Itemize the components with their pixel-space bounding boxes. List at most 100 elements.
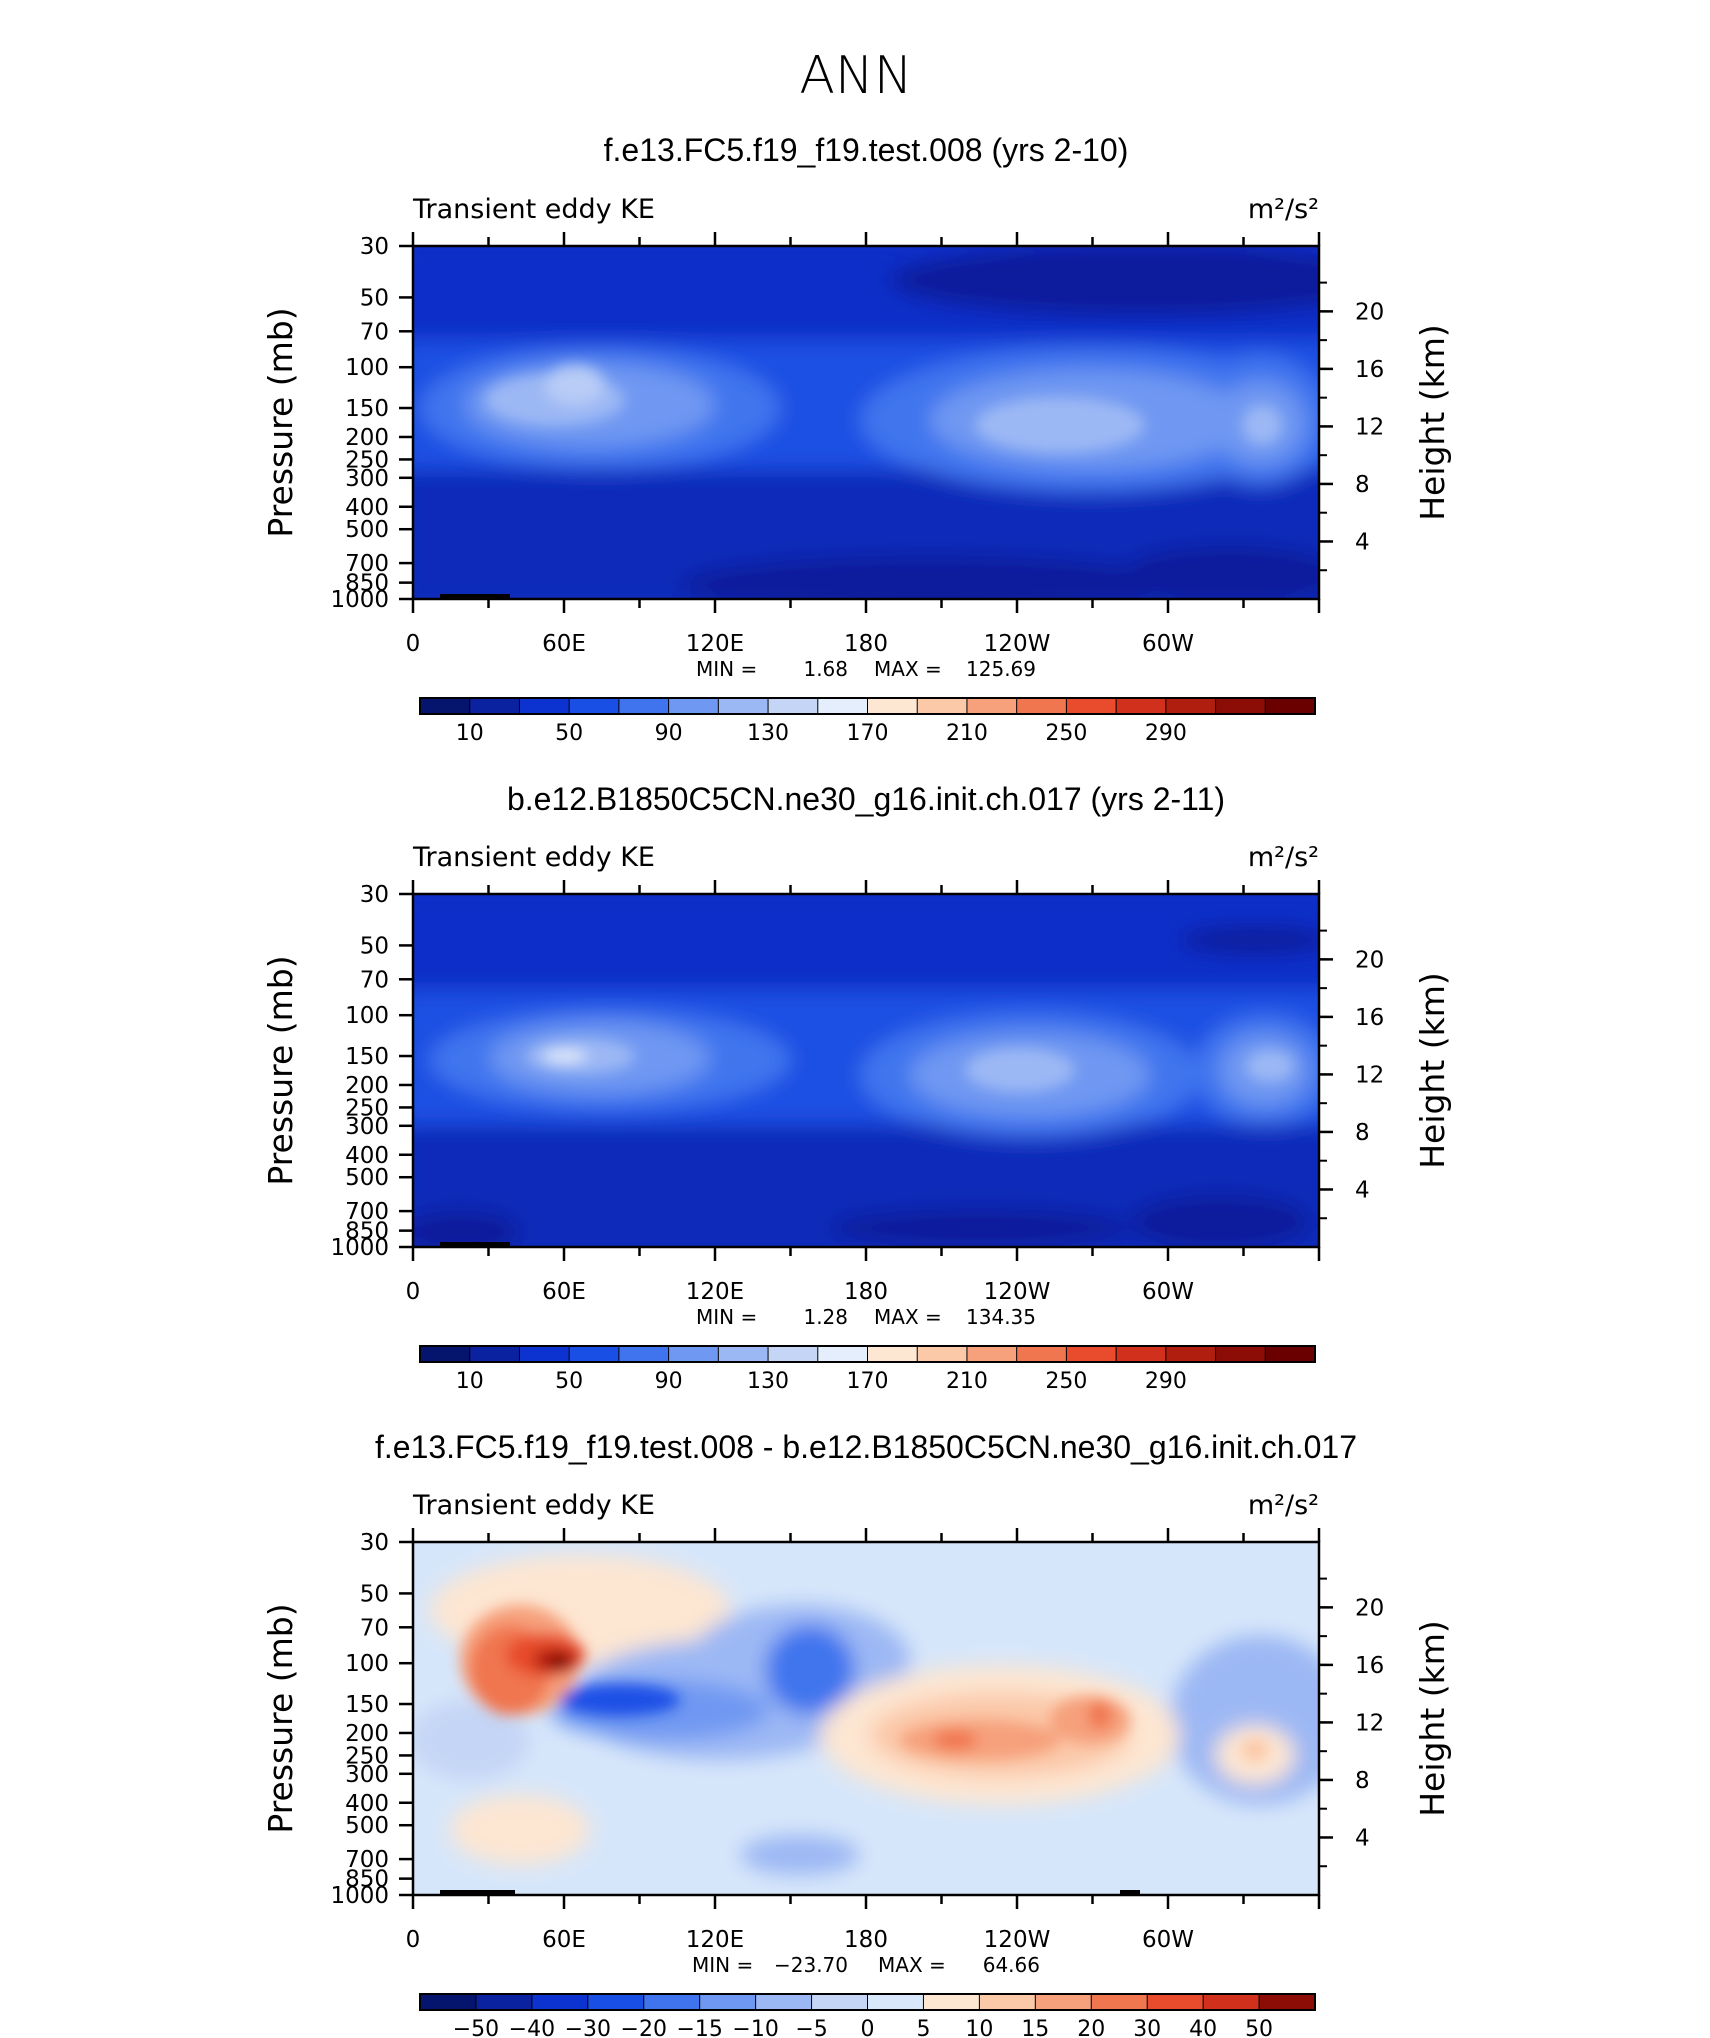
y-tick-label: 300 [345, 1762, 389, 1788]
colorbar-frame [419, 1993, 1316, 2011]
y-tick-label: 70 [360, 1615, 389, 1641]
y-tick-label: 200 [345, 425, 389, 451]
colorbar-label: 50 [1245, 2017, 1273, 2038]
colorbar-box [1065, 1345, 1118, 1363]
y-tick-label: 500 [345, 1813, 389, 1839]
variable-label: Transient eddy KE [412, 1490, 655, 1521]
y-tick-label: 70 [360, 967, 389, 993]
panel-3: f.e13.FC5.f19_f19.test.008 - b.e12.B1850… [375, 1429, 1357, 1977]
colorbar-label: −30 [565, 2017, 611, 2038]
y-tick-label: 850 [345, 1219, 389, 1245]
contour-field [413, 1542, 1319, 1895]
y2-tick-label: 12 [1355, 414, 1384, 440]
colorbar-box [469, 1345, 521, 1363]
y2-tick-label: 8 [1355, 472, 1370, 498]
colorbar-box [1165, 1345, 1217, 1363]
y-tick-label: 1000 [330, 587, 389, 613]
colorbar-label: 210 [946, 721, 988, 746]
colorbar-label: −10 [732, 2017, 778, 2038]
x-tick-label: 120W [984, 1927, 1051, 1953]
y-tick-label: 400 [345, 495, 389, 521]
y-tick-label: 200 [345, 1073, 389, 1099]
x-tick-label: 60E [542, 631, 586, 657]
colorbar-box [1215, 697, 1267, 715]
colorbar-box [1115, 697, 1167, 715]
colorbar-label: −15 [676, 2017, 722, 2038]
colorbar-label: 250 [1045, 721, 1087, 746]
colorbar-box [1065, 697, 1118, 715]
stats-max-value: 64.66 [983, 1953, 1040, 1977]
colorbar-box [811, 1993, 869, 2011]
colorbar-box [717, 1345, 770, 1363]
x-tick-label: 60E [542, 1279, 586, 1305]
y-axis-title: Pressure (mb) [261, 307, 300, 537]
colorbar-label: 90 [655, 1369, 683, 1394]
y2-tick-label: 16 [1355, 357, 1384, 383]
x-tick-label: 60E [542, 1927, 586, 1953]
colorbar-frame [419, 1345, 1316, 1363]
colorbar-box [1215, 1345, 1267, 1363]
colorbar-box [1016, 1345, 1068, 1363]
x-tick-label: 120E [686, 631, 744, 657]
colorbar-label: 290 [1145, 721, 1187, 746]
colorbar-box [867, 697, 919, 715]
y2-tick-label: 20 [1355, 299, 1384, 325]
colorbar-box [1258, 1993, 1316, 2011]
colorbar-box [1115, 1345, 1167, 1363]
x-tick-label: 60W [1142, 1927, 1194, 1953]
colorbar-box [668, 1345, 720, 1363]
colorbar-box [867, 1993, 925, 2011]
y-tick-label: 700 [345, 551, 389, 577]
colorbar-box [978, 1993, 1037, 2011]
colorbar-box [817, 1345, 869, 1363]
colorbar-box [767, 697, 819, 715]
stats-min-value: 1.68 [803, 657, 848, 681]
colorbar-box [817, 697, 869, 715]
x-tick-label: 180 [844, 1279, 888, 1305]
y2-tick-label: 16 [1355, 1005, 1384, 1031]
panel-1: f.e13.FC5.f19_f19.test.008 (yrs 2-10) Tr… [411, 132, 1321, 681]
y-tick-label: 30 [360, 1530, 389, 1556]
y-tick-label: 300 [345, 466, 389, 492]
colorbar-label: 170 [847, 1369, 889, 1394]
stats-min-label: MIN = [692, 1953, 753, 1977]
panel-title: f.e13.FC5.f19_f19.test.008 - b.e12.B1850… [375, 1429, 1357, 1465]
y-tick-label: 100 [345, 1003, 389, 1029]
colorbar-label: 170 [847, 721, 889, 746]
panel-title: b.e12.B1850C5CN.ne30_g16.init.ch.017 (yr… [507, 781, 1225, 817]
x-tick-label: 60W [1142, 631, 1194, 657]
colorbar-label: 90 [655, 721, 683, 746]
x-tick-label: 0 [406, 1927, 421, 1953]
y-tick-label: 30 [360, 882, 389, 908]
colorbar-box [668, 697, 720, 715]
y-tick-label: 1000 [330, 1883, 389, 1909]
colorbar-label: 130 [747, 1369, 789, 1394]
y2-tick-label: 20 [1355, 1595, 1384, 1621]
units-label: m²/s² [1248, 1490, 1319, 1521]
colorbar-label: 15 [1021, 2017, 1049, 2038]
colorbar-box [755, 1993, 813, 2011]
colorbar-box [966, 697, 1018, 715]
variable-label: Transient eddy KE [412, 842, 655, 873]
colorbar-frame [419, 697, 1316, 715]
x-tick-label: 120W [984, 1279, 1051, 1305]
y2-axis-title: Height (km) [1413, 1620, 1452, 1817]
y-tick-label: 400 [345, 1791, 389, 1817]
stats-max-label: MAX = [878, 1953, 946, 1977]
x-tick-label: 120E [686, 1927, 744, 1953]
colorbar-label: −50 [453, 2017, 499, 2038]
stats-min-value: 1.28 [803, 1305, 848, 1329]
page-title: ANN [799, 46, 912, 106]
colorbar-label: 40 [1189, 2017, 1217, 2038]
colorbar-box [867, 1345, 919, 1363]
colorbar-label: 0 [861, 2017, 875, 2038]
colorbar-label: 10 [456, 721, 484, 746]
colorbar-label: 20 [1077, 2017, 1105, 2038]
y2-tick-label: 12 [1355, 1710, 1384, 1736]
colorbar-box [643, 1993, 701, 2011]
x-tick-label: 60W [1142, 1279, 1194, 1305]
y-axis-title: Pressure (mb) [261, 1603, 300, 1833]
colorbar-label: 130 [747, 721, 789, 746]
y-tick-label: 250 [345, 1095, 389, 1121]
colorbar-label: 30 [1133, 2017, 1161, 2038]
